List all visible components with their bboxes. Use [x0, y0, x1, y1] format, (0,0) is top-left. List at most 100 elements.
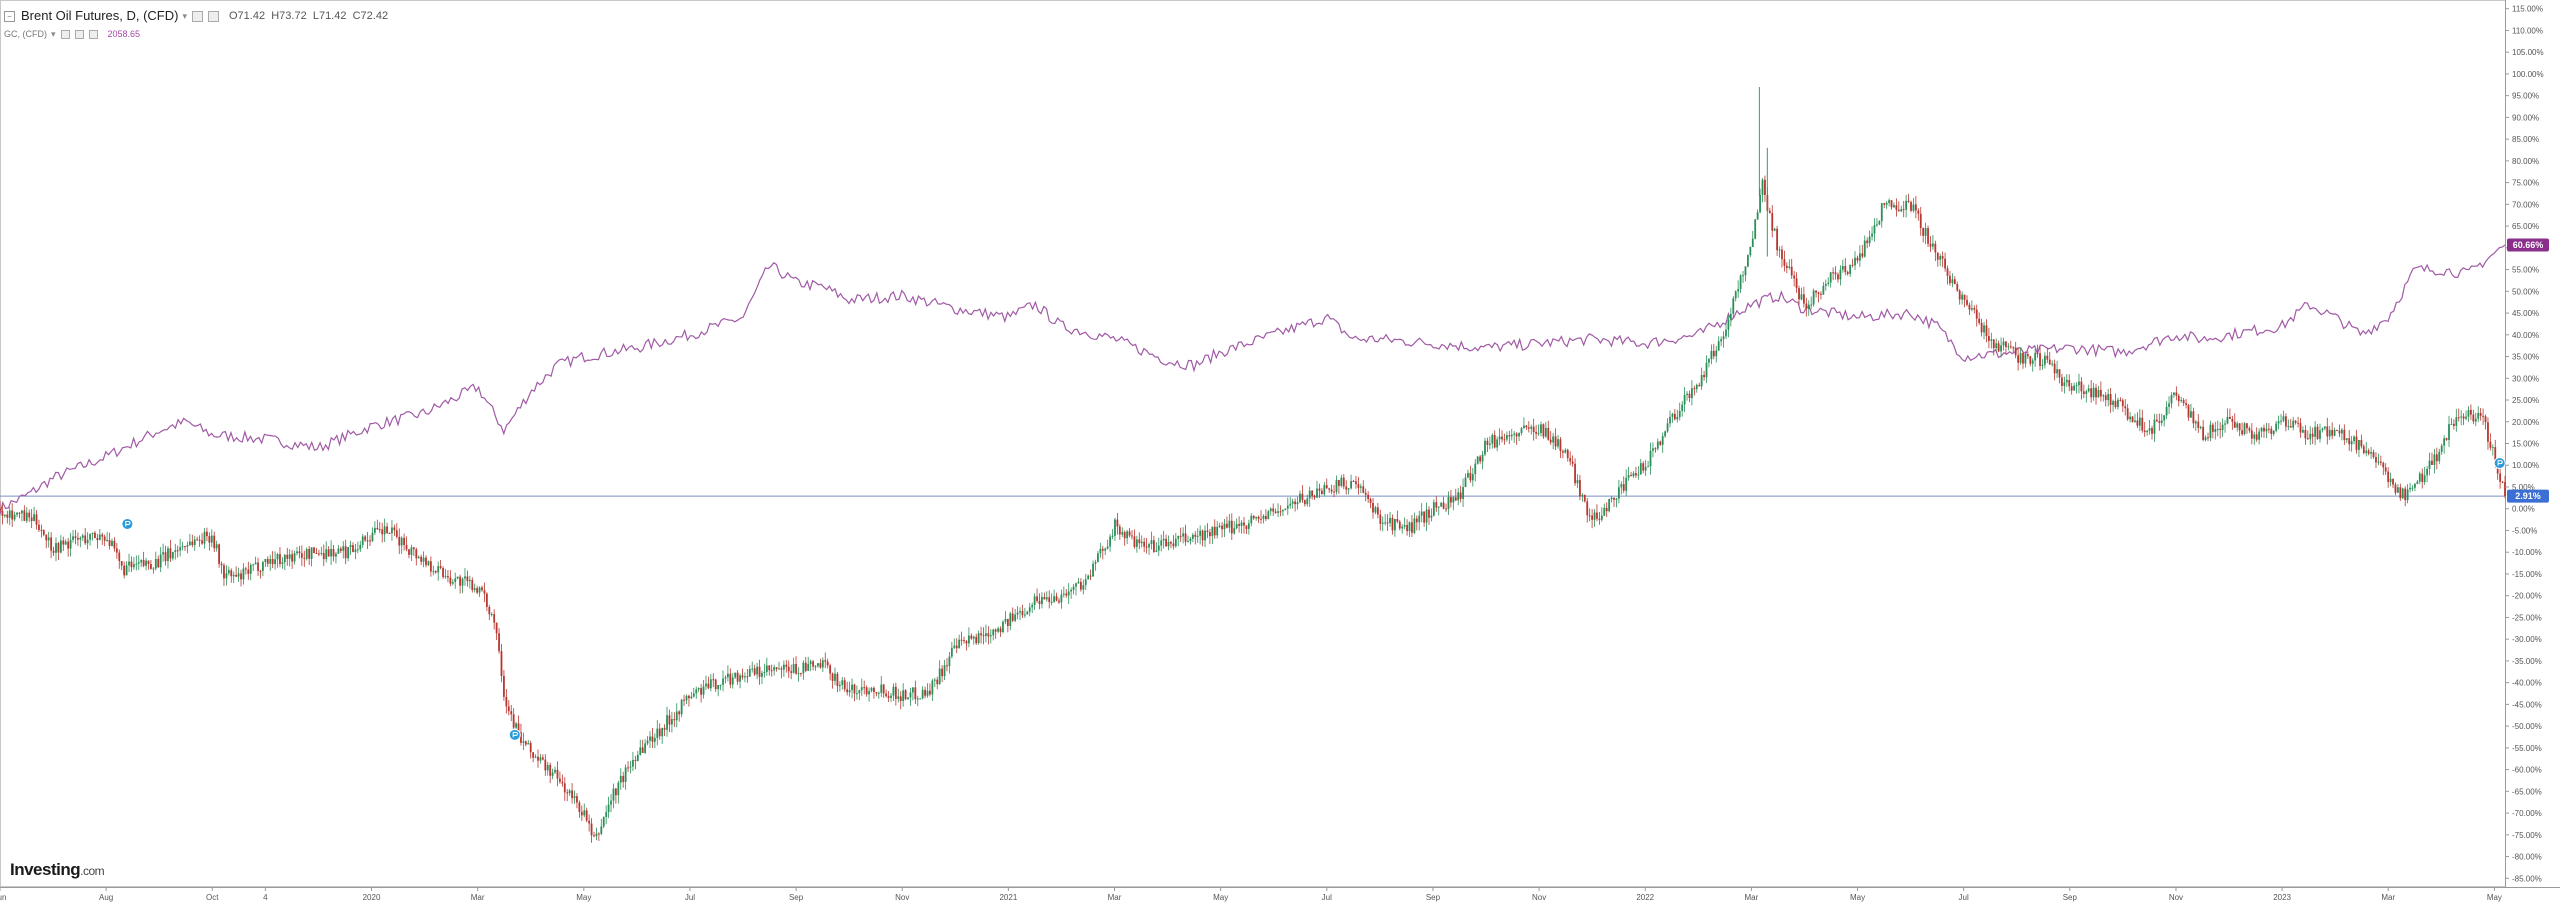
- chevron-down-icon[interactable]: ▾: [51, 29, 56, 39]
- oil-candle: [1834, 266, 1837, 280]
- oil-candle-body: [115, 548, 118, 553]
- oil-candle-body: [291, 554, 294, 562]
- oil-candle: [2238, 423, 2241, 437]
- oil-candle-body: [130, 561, 133, 568]
- collapse-legend-icon[interactable]: −: [4, 10, 15, 22]
- settings-icon[interactable]: [208, 10, 219, 22]
- oil-candle-body: [398, 536, 401, 546]
- oil-candle: [434, 570, 437, 574]
- oil-candle: [2445, 437, 2448, 441]
- oil-candle: [2443, 435, 2446, 454]
- oil-candle-body: [921, 689, 924, 699]
- oil-candle: [1230, 513, 1233, 540]
- oil-candle-body: [120, 561, 123, 566]
- oil-candle-body: [863, 687, 866, 689]
- oil-candle: [568, 788, 571, 796]
- oil-candle-body: [2141, 417, 2144, 431]
- oil-candle-body: [2336, 430, 2338, 432]
- oil-candle: [1501, 430, 1503, 443]
- oil-candle-body: [1902, 209, 1905, 211]
- oil-candle: [1783, 250, 1786, 272]
- oil-candle: [451, 579, 454, 586]
- oil-candle-body: [429, 561, 432, 572]
- gold-symbol-title[interactable]: GC, (CFD): [4, 29, 47, 39]
- settings-icon[interactable]: [74, 29, 84, 39]
- oil-candle: [2384, 463, 2387, 475]
- oil-candle: [1247, 519, 1250, 535]
- oil-candle-body: [2333, 430, 2336, 436]
- y-tick-label: 0.00%: [2512, 505, 2535, 514]
- oil-candle-body: [1888, 200, 1890, 203]
- oil-candle-body: [946, 665, 948, 667]
- oil-candle-body: [417, 556, 420, 559]
- oil-candle-body: [1785, 265, 1788, 268]
- oil-candle: [653, 733, 656, 749]
- oil-symbol-title[interactable]: Brent Oil Futures, D, (CFD): [21, 8, 179, 23]
- oil-candle-body: [2438, 451, 2441, 462]
- oil-candle-body: [2409, 487, 2411, 490]
- oil-candle: [695, 686, 698, 699]
- oil-candle-body: [1673, 413, 1676, 420]
- oil-candle: [1250, 513, 1253, 527]
- oil-candle-body: [2396, 487, 2399, 493]
- oil-candle-body: [1537, 433, 1540, 435]
- oil-candle: [2068, 374, 2071, 392]
- oil-candle: [2477, 406, 2480, 423]
- oil-candle: [2358, 439, 2360, 458]
- oil-candle: [2350, 435, 2353, 452]
- oil-candle-body: [2452, 423, 2455, 426]
- oil-candle-body: [181, 546, 184, 548]
- oil-candle: [2336, 429, 2338, 432]
- oil-candle: [2431, 452, 2433, 465]
- oil-candle-body: [89, 534, 91, 540]
- chevron-down-icon[interactable]: ▾: [182, 11, 187, 21]
- oil-candle: [1194, 531, 1197, 545]
- oil-candle: [731, 673, 734, 689]
- oil-candle: [1282, 509, 1284, 517]
- oil-candle-body: [2202, 426, 2205, 440]
- oil-candle: [848, 681, 851, 697]
- oil-candle: [201, 533, 203, 545]
- oil-candle-body: [644, 743, 647, 753]
- oil-candle-body: [2121, 400, 2124, 407]
- oil-candle-body: [807, 663, 810, 671]
- oil-candle: [2082, 384, 2085, 399]
- oil-candle-body: [498, 633, 500, 652]
- oil-candle: [2131, 416, 2134, 423]
- oil-candle: [1876, 218, 1878, 227]
- oil-candle-body: [1661, 436, 1664, 445]
- oil-candle-body: [461, 578, 464, 586]
- oil-candle-body: [2258, 431, 2261, 440]
- oil-candle-body: [1464, 477, 1467, 488]
- oil-candle: [1345, 480, 1348, 495]
- oil-candle: [841, 676, 844, 690]
- oil-candle-body: [2384, 467, 2387, 472]
- oil-ohlc: O71.42 H73.72 L71.42 C72.42: [229, 8, 388, 24]
- oil-candle-body: [673, 719, 676, 721]
- visibility-toggle-icon[interactable]: [192, 10, 203, 22]
- oil-candle: [1454, 488, 1457, 502]
- oil-candle-body: [420, 556, 423, 562]
- oil-candle: [1720, 336, 1723, 347]
- oil-candle: [1184, 524, 1187, 546]
- oil-candle: [1807, 300, 1810, 316]
- oil-candle: [1362, 480, 1365, 494]
- visibility-toggle-icon[interactable]: [60, 29, 70, 39]
- oil-candle: [597, 832, 600, 842]
- oil-candle: [210, 529, 213, 548]
- oil-candle-body: [1698, 384, 1701, 387]
- oil-candle-body: [1403, 525, 1406, 527]
- oil-candle-body: [1961, 294, 1964, 300]
- oil-candle-body: [2182, 400, 2185, 404]
- remove-series-icon[interactable]: [88, 29, 98, 39]
- oil-candle: [549, 762, 552, 784]
- oil-candle-body: [948, 656, 951, 667]
- oil-candle: [1518, 432, 1520, 441]
- oil-candle: [726, 665, 729, 682]
- oil-candle-body: [512, 714, 515, 728]
- oil-candle: [1004, 611, 1007, 625]
- oil-candle: [1820, 291, 1822, 300]
- oil-candle-body: [171, 552, 174, 559]
